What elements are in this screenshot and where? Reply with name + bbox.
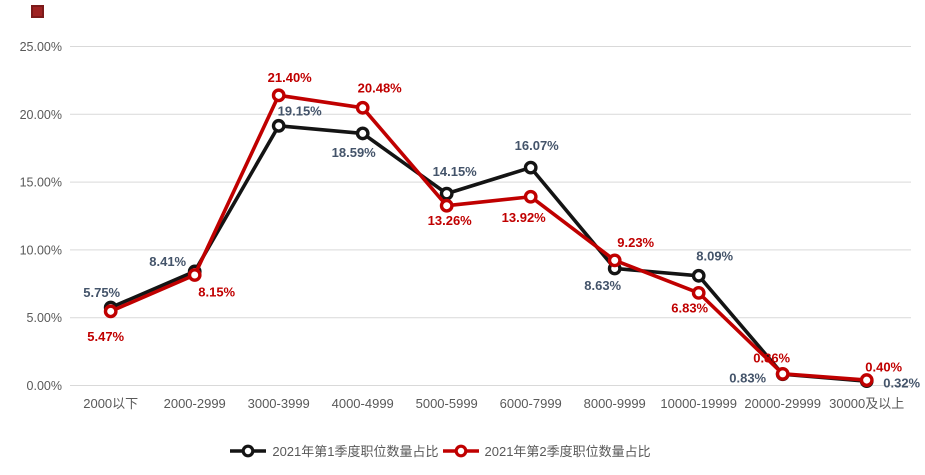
red-square-icon <box>31 5 44 18</box>
legend-marker-q1-icon <box>230 444 267 458</box>
x-axis-label: 3000-3999 <box>248 396 310 411</box>
x-axis-label: 8000-9999 <box>584 396 646 411</box>
data-label: 0.83% <box>729 371 766 386</box>
x-axis-label: 30000及以上 <box>829 396 904 411</box>
data-point-marker <box>103 304 118 319</box>
data-point-marker <box>271 118 286 133</box>
x-axis-label: 10000-19999 <box>660 396 737 411</box>
chart-legend: 2021年第1季度职位数量占比 2021年第2季度职位数量占比 <box>0 438 903 464</box>
legend-item-q1[interactable]: 2021年第1季度职位数量占比 <box>230 443 439 459</box>
data-label: 8.15% <box>198 284 235 299</box>
legend-label-q1: 2021年第1季度职位数量占比 <box>272 443 439 459</box>
data-label: 18.59% <box>332 145 377 160</box>
x-axis-label: 6000-7999 <box>500 396 562 411</box>
legend-label-q2: 2021年第2季度职位数量占比 <box>484 443 651 459</box>
y-axis-label: 15.00% <box>20 176 62 190</box>
data-label: 5.75% <box>83 285 120 300</box>
series-line-2 <box>109 93 867 382</box>
data-point-marker <box>271 88 286 103</box>
data-point-marker <box>355 126 370 141</box>
data-point-marker <box>355 100 370 115</box>
data-label: 8.41% <box>149 254 186 269</box>
data-label: 20.48% <box>358 80 403 95</box>
data-label: 0.40% <box>865 360 902 375</box>
legend-marker-q2-icon <box>442 444 479 458</box>
data-label: 9.23% <box>617 235 654 250</box>
data-point-marker <box>439 198 454 213</box>
y-axis-label: 0.00% <box>27 379 62 393</box>
data-label: 6.83% <box>671 300 708 315</box>
x-axis-label: 20000-29999 <box>744 396 821 411</box>
data-label: 14.15% <box>433 164 478 179</box>
data-label: 19.15% <box>278 103 323 118</box>
legend-item-q2[interactable]: 2021年第2季度职位数量占比 <box>442 443 651 459</box>
x-axis-label: 2000以下 <box>83 396 138 411</box>
x-axis-label: 2000-2999 <box>164 396 226 411</box>
series-line-1 <box>109 124 867 383</box>
data-point-marker <box>607 253 622 268</box>
data-label: 0.86% <box>753 350 790 365</box>
data-point-marker <box>691 268 706 283</box>
data-label: 8.63% <box>584 278 621 293</box>
data-point-marker <box>691 285 706 300</box>
data-point-marker <box>859 373 874 387</box>
data-point-marker <box>187 268 202 282</box>
y-axis-label: 25.00% <box>20 40 62 54</box>
data-label: 5.47% <box>87 329 124 344</box>
data-label: 13.92% <box>502 210 547 225</box>
data-label: 13.26% <box>428 213 473 228</box>
data-point-marker <box>523 189 538 204</box>
y-axis-label: 10.00% <box>20 243 62 257</box>
data-label: 8.09% <box>696 248 733 263</box>
x-axis-label: 4000-4999 <box>332 396 394 411</box>
data-point-marker <box>439 186 454 201</box>
line-chart: 0.00% 5.00% 10.00% 15.00% 20.00% 25.00% 2000以下… <box>20 40 921 411</box>
data-label: 16.07% <box>515 138 560 153</box>
data-point-marker <box>523 160 538 175</box>
data-label: 0.32% <box>883 376 920 391</box>
x-axis-label: 5000-5999 <box>416 396 478 411</box>
data-label: 21.40% <box>268 70 313 85</box>
y-axis-label: 5.00% <box>27 311 62 325</box>
y-axis-label: 20.00% <box>20 108 62 122</box>
data-point-marker <box>775 366 790 381</box>
